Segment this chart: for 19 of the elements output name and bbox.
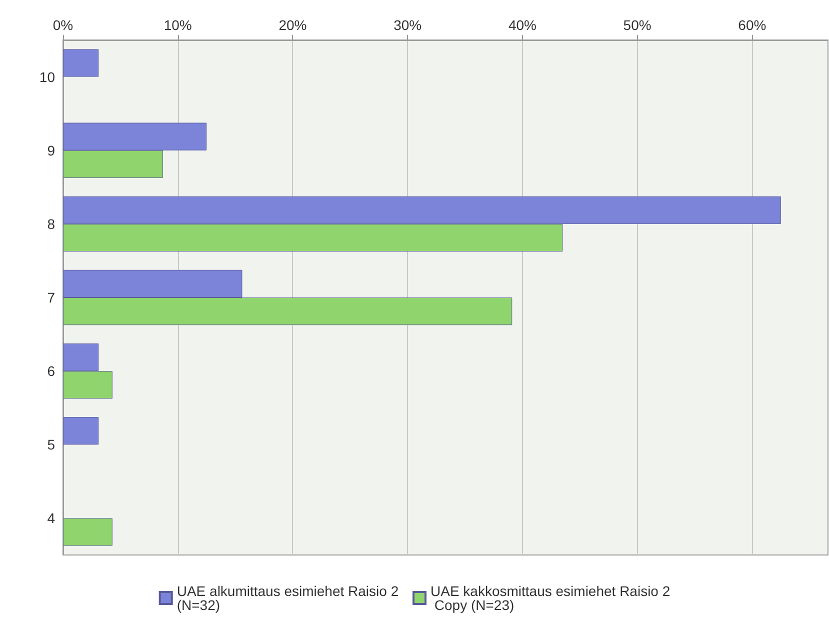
y-tick-label: 4 (47, 510, 56, 526)
y-tick-label: 8 (47, 216, 56, 232)
x-tick-label: 30% (394, 17, 422, 33)
bar (63, 518, 112, 546)
x-tick-label: 0% (52, 17, 74, 33)
y-tick-label: 10 (39, 68, 56, 85)
y-tick-label: 9 (47, 142, 56, 158)
x-tick-label: 20% (278, 17, 307, 33)
x-tick-label: 10% (164, 17, 192, 33)
x-tick-label: 40% (508, 17, 536, 33)
bar (63, 417, 99, 445)
y-tick-label: 7 (47, 290, 56, 306)
y-tick-label: 5 (47, 436, 56, 453)
bar (63, 49, 99, 77)
legend-label: UAE kakkosmittaus esimiehet Raisio 2 Copy (N=23) (430, 583, 670, 613)
x-tick-label: 60% (738, 17, 766, 33)
y-tick-label: 6 (47, 363, 56, 380)
legend-label: UAE alkumittaus esimiehet Raisio 2 (N=32) (176, 583, 403, 613)
x-tick-label: 50% (623, 17, 652, 33)
